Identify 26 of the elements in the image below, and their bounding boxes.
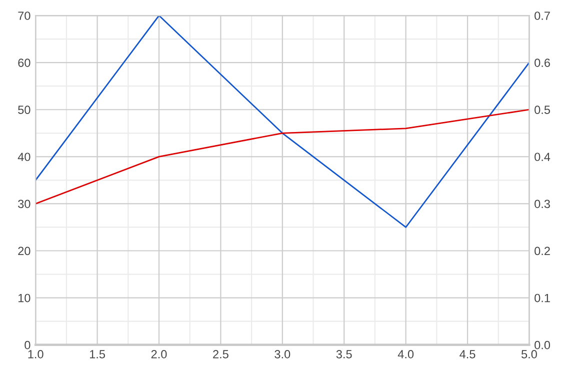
y-tick-label: 10 (18, 294, 30, 302)
y2-tick-label: 0.6 (534, 58, 550, 67)
x-tick-label: 1.5 (90, 350, 106, 358)
y2-tick-label: 0.7 (534, 12, 550, 20)
y2-tick-label: 0.4 (534, 152, 550, 162)
y2-tick-label: 0.1 (534, 294, 550, 302)
y-tick-label: 50 (18, 106, 30, 114)
y2-tick-label: 0.2 (534, 246, 550, 256)
y-tick-label: 70 (18, 12, 30, 20)
x-tick-label: 1.0 (28, 350, 44, 358)
y-tick-label: 20 (18, 246, 30, 256)
y-tick-label: 30 (18, 200, 30, 208)
line-series (36, 108, 530, 204)
x-tick-label: 2.5 (213, 350, 228, 358)
y-tick-label: 0 (24, 340, 30, 350)
y2-tick-label: 0.0 (534, 340, 550, 350)
x-tick-label: 4.5 (460, 350, 476, 358)
x-tick-label: 2.0 (151, 350, 167, 358)
x-tick-label: 5.0 (521, 350, 537, 358)
x-tick-label: 4.0 (398, 350, 414, 358)
x-tick-label: 3.5 (336, 350, 352, 358)
y-tick-label: 40 (18, 152, 30, 162)
x-tick-label: 3.0 (274, 350, 290, 358)
y2-tick-label: 0.3 (534, 200, 550, 208)
y2-tick-label: 0.5 (534, 106, 550, 114)
y-tick-label: 60 (18, 58, 30, 67)
